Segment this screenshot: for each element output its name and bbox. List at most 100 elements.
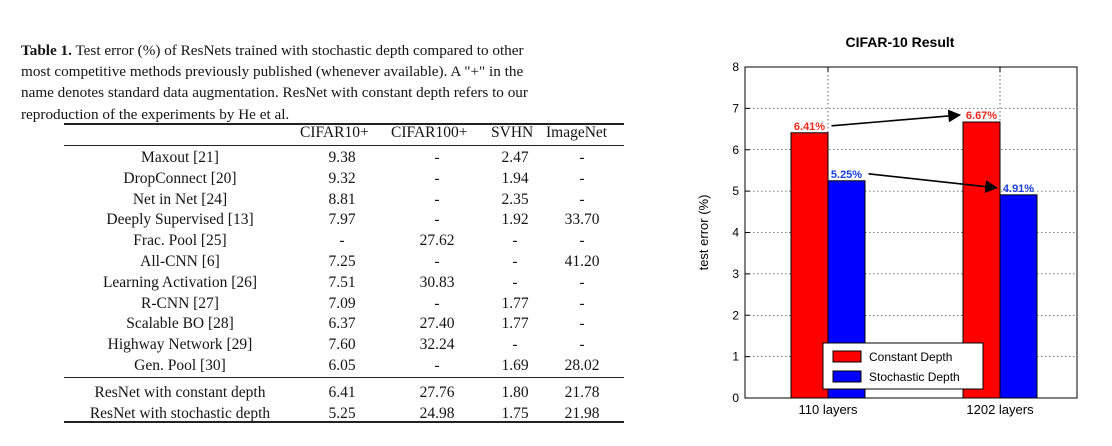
table-cell-value: -: [512, 232, 518, 250]
x-tick-label: 1202 layers: [966, 402, 1034, 417]
bar-data-label: 5.25%: [831, 169, 862, 181]
table-cell-value: 1.69: [501, 357, 529, 374]
chart-panel: CIFAR-10 Result 0 1 2 3 4 5 6 7 8 test error (%) 11…: [675, 0, 1112, 446]
y-tick-label: 3: [732, 267, 739, 281]
table-cell-value: 7.09: [328, 294, 356, 312]
y-tick-label: 5: [732, 184, 739, 198]
bar-data-label: 6.67%: [966, 110, 997, 122]
table-cell-method: Net in Net [24]: [132, 190, 228, 208]
table-cell-value: -: [512, 253, 518, 270]
table-cell-value: -: [579, 294, 585, 312]
table-cell-value: 27.40: [419, 315, 455, 333]
table-cell-value: 2.35: [501, 190, 529, 208]
bar-data-label: 4.91%: [1003, 183, 1034, 195]
table-cell-value: 9.38: [328, 149, 356, 166]
table-cell-value: -: [339, 232, 345, 250]
table-cell-value: 1.77: [501, 294, 529, 312]
table-panel: Table 1. Test error (%) of ResNets train…: [21, 40, 662, 423]
table-cell-value: 1.94: [501, 169, 529, 187]
y-tick-label: 1: [732, 350, 739, 364]
table-cell-value: 1.80: [501, 383, 529, 401]
table-cell-value: 2.47: [501, 149, 529, 166]
x-tick-label: 110 layers: [798, 402, 858, 417]
table-cell-method: Frac. Pool [25]: [133, 232, 227, 250]
y-axis-label: test error (%): [696, 195, 711, 271]
table-cell-value: 5.25: [328, 404, 356, 422]
table-cell-value: -: [579, 315, 585, 333]
bar-chart: CIFAR-10 Result 0 1 2 3 4 5 6 7 8 test error (%) 11…: [696, 34, 1078, 417]
table-cell-value: 21.98: [564, 404, 600, 422]
table-cell-value: -: [434, 190, 440, 208]
table-cell-value: 7.97: [328, 211, 356, 229]
table-cell-value: 7.51: [328, 273, 356, 291]
table-cell-value: -: [512, 336, 518, 354]
table-cell-method: R-CNN [27]: [141, 294, 219, 312]
table-cell-value: -: [579, 336, 585, 354]
trend-arrow: [831, 109, 962, 127]
caption-label: Table 1.: [21, 42, 72, 59]
table-cell-value: -: [434, 211, 440, 229]
bar: [999, 194, 1038, 399]
table-cell-value: 41.20: [564, 253, 600, 270]
chart-title: CIFAR-10 Result: [846, 34, 955, 50]
table-cell-method: Highway Network [29]: [107, 336, 253, 354]
table-cell-value: 6.37: [328, 315, 356, 333]
table-cell-value: 7.25: [328, 253, 356, 270]
y-tick-label: 2: [732, 308, 739, 322]
table-cell-value: 21.78: [564, 383, 600, 401]
y-tick-label: 8: [732, 60, 739, 74]
caption-text: Test error (%) of ResNets trained with s…: [71, 42, 524, 59]
table-cell-value: 27.62: [419, 232, 455, 250]
table-cell-value: -: [579, 232, 585, 250]
table-cell-value: 1.77: [501, 315, 529, 333]
table-caption: Table 1. Test error (%) of ResNets train…: [21, 40, 662, 125]
table-cell-value: 24.98: [419, 404, 455, 422]
table-rule: [64, 145, 624, 146]
table-cell-value: -: [434, 149, 440, 166]
caption-line: Table 1. Test error (%) of ResNets train…: [21, 40, 662, 61]
table-cell-value: 1.75: [501, 404, 529, 422]
table-cell-method: Learning Activation [26]: [102, 273, 258, 291]
legend-swatch: [832, 350, 862, 363]
caption-line: name denotes standard data augmentation.…: [21, 84, 528, 102]
table-header-cell: CIFAR100+: [391, 124, 468, 141]
table-cell-method: DropConnect [20]: [123, 169, 237, 187]
table-cell-value: 7.60: [328, 336, 356, 354]
table-rule: [64, 421, 624, 423]
table-cell-value: 6.41: [328, 383, 356, 401]
table-cell-method: ResNet with stochastic depth: [89, 404, 271, 422]
table-header-cell: ImageNet: [546, 124, 608, 141]
y-tick-label: 6: [732, 143, 739, 157]
table-cell-value: 1.92: [501, 211, 529, 229]
table-cell-value: 30.83: [419, 273, 455, 291]
table-header-cell: SVHN: [491, 124, 534, 141]
table-cell-value: 8.81: [328, 190, 356, 208]
table-cell-value: -: [579, 273, 585, 291]
table-cell-value: 9.32: [328, 169, 356, 187]
table-cell-value: 32.24: [419, 336, 455, 354]
caption-line: reproduction of the experiments by He et…: [21, 105, 290, 123]
table-cell-value: -: [579, 169, 585, 187]
table-cell-value: -: [434, 294, 440, 312]
table-cell-value: -: [434, 357, 440, 374]
table-cell-value: 33.70: [564, 211, 600, 229]
table-cell-value: -: [434, 169, 440, 187]
table-cell-method: Maxout [21]: [141, 149, 219, 166]
table-cell-value: 28.02: [564, 357, 600, 374]
table-cell-value: -: [512, 273, 518, 291]
table-cell-value: 27.76: [419, 383, 455, 401]
table-rule: [64, 377, 624, 378]
caption-line: most competitive methods previously publ…: [21, 63, 524, 81]
table-cell-value: 6.05: [328, 357, 356, 374]
results-table: CIFAR10+ CIFAR100+ SVHN ImageNet Maxout [21]…: [64, 123, 624, 423]
y-tick-label: 0: [732, 391, 739, 405]
legend-swatch: [832, 370, 862, 383]
table-cell-value: -: [579, 190, 585, 208]
table-cell-value: -: [434, 253, 440, 270]
table-rule: [64, 123, 624, 125]
bar-data-label: 6.41%: [794, 121, 825, 133]
table-cell-method: ResNet with constant depth: [94, 383, 266, 401]
legend-label: Stochastic Depth: [869, 370, 960, 384]
table-header-cell: CIFAR10+: [300, 124, 369, 141]
table-cell-method: Scalable BO [28]: [126, 315, 234, 333]
